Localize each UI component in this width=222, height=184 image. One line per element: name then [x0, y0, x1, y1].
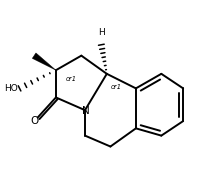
- Text: HO: HO: [4, 84, 18, 93]
- Text: O: O: [30, 116, 38, 126]
- Text: or1: or1: [110, 84, 121, 90]
- Text: H: H: [98, 29, 105, 38]
- Text: or1: or1: [66, 76, 77, 82]
- Polygon shape: [32, 53, 56, 70]
- Text: N: N: [82, 106, 90, 116]
